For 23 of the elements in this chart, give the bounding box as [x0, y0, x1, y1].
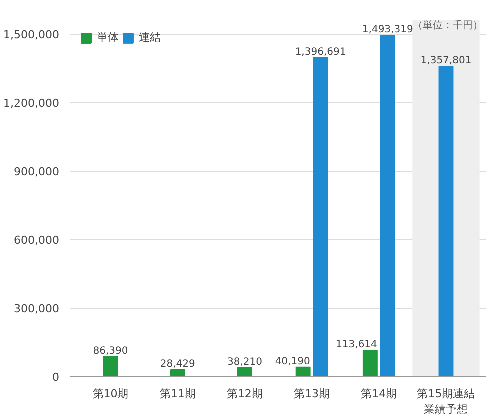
- y-tick-label: 1,200,000: [4, 97, 60, 110]
- y-tick-label: 300,000: [14, 302, 60, 316]
- data-label: 28,429: [160, 359, 196, 370]
- x-tick-label: 第14期: [361, 388, 398, 400]
- y-tick-label: 1,500,000: [4, 28, 60, 42]
- data-label: 38,210: [227, 356, 262, 368]
- legend-label: 連結: [139, 30, 161, 45]
- y-tick-label: 600,000: [14, 234, 60, 248]
- legend-label: 単体: [97, 30, 119, 45]
- data-label: 40,190: [275, 356, 310, 368]
- y-tick-label: 0: [52, 371, 60, 384]
- x-tick-label: 第15期連結業績予想: [417, 388, 476, 416]
- x-tick-label: 第13期: [294, 388, 330, 400]
- annotation: （単位：千円）: [413, 20, 484, 32]
- data-label: 86,390: [93, 346, 128, 357]
- y-tick-label: 900,000: [14, 166, 60, 179]
- x-tick-label: 第11期: [160, 388, 196, 400]
- data-label: 113,614: [336, 340, 378, 351]
- x-tick-label: 第12期: [226, 388, 263, 400]
- x-tick-label: 第10期: [92, 388, 129, 400]
- data-label: 1,357,801: [420, 56, 472, 67]
- data-label: 1,493,319: [362, 24, 414, 36]
- data-label: 1,396,691: [295, 46, 346, 58]
